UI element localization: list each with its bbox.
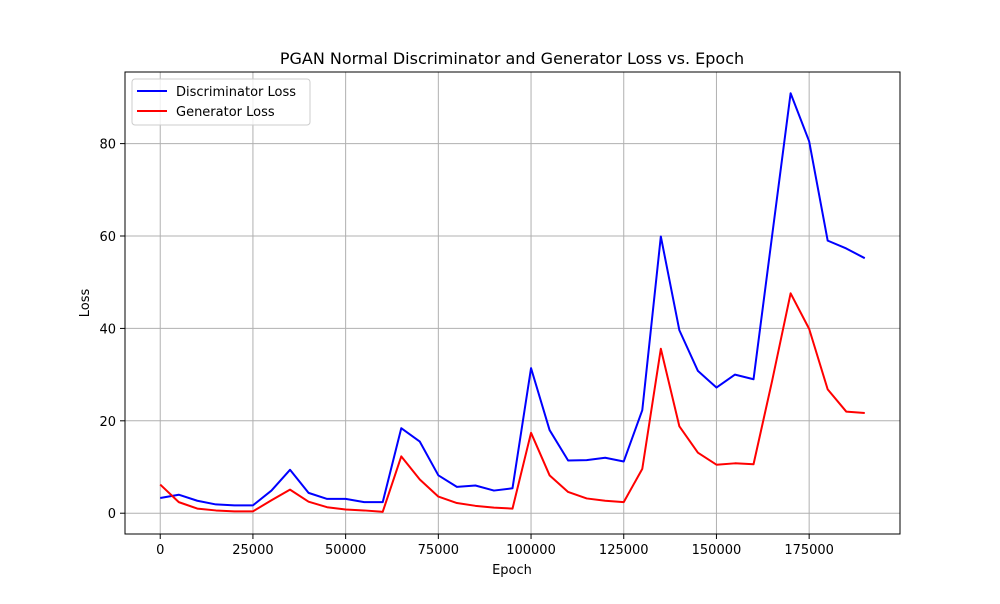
x-tick-label: 25000 bbox=[232, 543, 273, 558]
x-tick-label: 0 bbox=[156, 543, 164, 558]
x-tick-label: 75000 bbox=[418, 543, 459, 558]
y-tick-label: 0 bbox=[108, 507, 116, 522]
y-tick-label: 40 bbox=[99, 322, 116, 337]
x-tick-label: 125000 bbox=[599, 543, 649, 558]
plot-frame bbox=[124, 71, 901, 535]
y-tick-label: 20 bbox=[99, 415, 116, 430]
y-tick-label: 60 bbox=[99, 230, 116, 245]
x-axis-label: Epoch bbox=[492, 563, 532, 578]
legend-label-generator: Generator Loss bbox=[176, 105, 275, 120]
legend-label-discriminator: Discriminator Loss bbox=[176, 85, 296, 100]
tick-layer: 0 25000 50000 75000 100000 125000 150000 175000… bbox=[99, 138, 834, 558]
y-tick-label: 80 bbox=[99, 138, 116, 153]
x-tick-label: 175000 bbox=[784, 543, 834, 558]
discriminator-loss-line bbox=[160, 92, 866, 507]
x-tick-label: 50000 bbox=[325, 543, 366, 558]
series-layer bbox=[159, 92, 866, 513]
legend-box bbox=[131, 78, 311, 126]
chart-title: PGAN Normal Discriminator and Generator … bbox=[280, 49, 744, 68]
generator-loss-line bbox=[159, 292, 865, 513]
x-tick-label: 150000 bbox=[692, 543, 742, 558]
grid-layer bbox=[125, 72, 900, 534]
y-axis-label: Loss bbox=[78, 289, 93, 318]
x-tick-label: 100000 bbox=[506, 543, 556, 558]
legend: Discriminator Loss Generator Loss bbox=[131, 78, 311, 126]
